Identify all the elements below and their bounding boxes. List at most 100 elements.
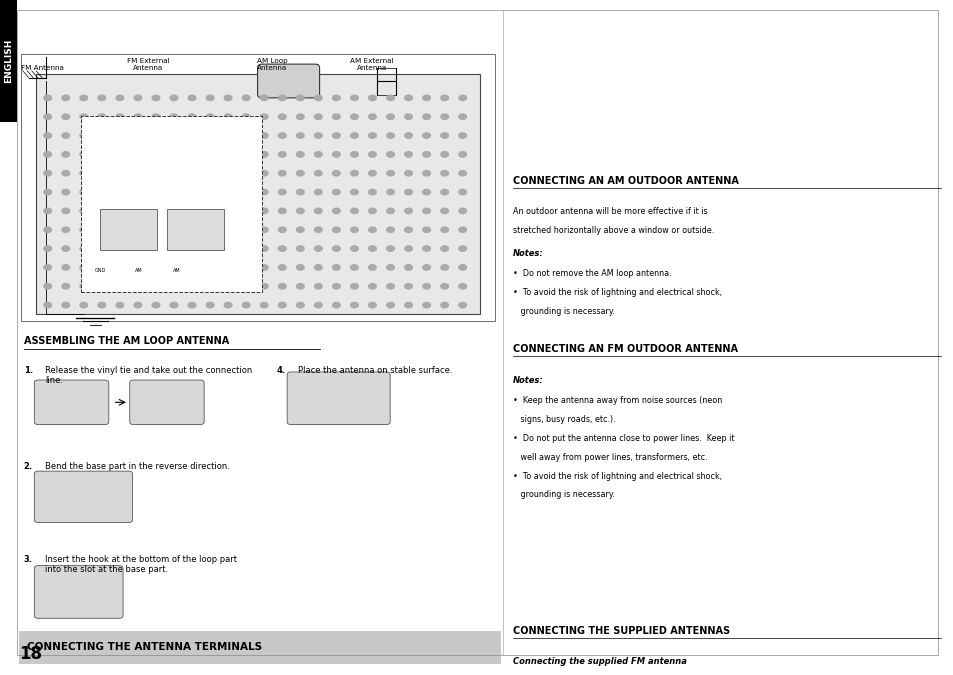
Circle shape <box>314 227 322 232</box>
Text: •  Keep the antenna away from noise sources (neon: • Keep the antenna away from noise sourc… <box>513 396 721 405</box>
Circle shape <box>404 208 412 213</box>
Circle shape <box>80 265 88 270</box>
Circle shape <box>98 95 106 101</box>
Circle shape <box>170 190 177 195</box>
Text: AM External
Antenna: AM External Antenna <box>350 58 394 71</box>
Text: FM Antenna: FM Antenna <box>22 65 64 71</box>
Circle shape <box>206 190 213 195</box>
Circle shape <box>314 152 322 157</box>
Circle shape <box>116 133 124 138</box>
Circle shape <box>44 284 51 289</box>
Circle shape <box>44 114 51 119</box>
Circle shape <box>260 133 268 138</box>
Circle shape <box>368 265 375 270</box>
Bar <box>19 631 500 664</box>
Circle shape <box>386 114 394 119</box>
Circle shape <box>386 246 394 251</box>
Circle shape <box>116 95 124 101</box>
Text: •  Do not put the antenna close to power lines.  Keep it: • Do not put the antenna close to power … <box>513 434 734 443</box>
Circle shape <box>152 284 159 289</box>
Circle shape <box>351 171 358 176</box>
Circle shape <box>80 171 88 176</box>
Circle shape <box>206 302 213 308</box>
Circle shape <box>44 190 51 195</box>
Circle shape <box>62 284 70 289</box>
Circle shape <box>242 190 250 195</box>
Circle shape <box>116 284 124 289</box>
Circle shape <box>440 265 448 270</box>
Bar <box>81 116 262 292</box>
Circle shape <box>170 133 177 138</box>
Circle shape <box>134 265 142 270</box>
Circle shape <box>386 152 394 157</box>
Circle shape <box>134 302 142 308</box>
Circle shape <box>188 95 195 101</box>
Bar <box>167 209 224 250</box>
Circle shape <box>188 190 195 195</box>
Circle shape <box>134 227 142 232</box>
Circle shape <box>152 208 159 213</box>
Circle shape <box>62 95 70 101</box>
Text: well away from power lines, transformers, etc.: well away from power lines, transformers… <box>513 453 707 462</box>
Circle shape <box>206 284 213 289</box>
Text: signs, busy roads, etc.).: signs, busy roads, etc.). <box>513 415 616 424</box>
Circle shape <box>333 133 340 138</box>
Circle shape <box>440 208 448 213</box>
Circle shape <box>206 171 213 176</box>
Circle shape <box>80 302 88 308</box>
Circle shape <box>458 227 466 232</box>
Circle shape <box>404 133 412 138</box>
Circle shape <box>440 152 448 157</box>
Circle shape <box>98 133 106 138</box>
Circle shape <box>116 246 124 251</box>
Circle shape <box>224 208 232 213</box>
Circle shape <box>368 152 375 157</box>
FancyBboxPatch shape <box>287 372 390 425</box>
Circle shape <box>422 190 430 195</box>
Text: Insert the hook at the bottom of the loop part
into the slot at the base part.: Insert the hook at the bottom of the loo… <box>45 555 236 574</box>
Circle shape <box>368 227 375 232</box>
Circle shape <box>224 302 232 308</box>
Text: 3.: 3. <box>24 555 32 564</box>
Circle shape <box>116 208 124 213</box>
Circle shape <box>116 152 124 157</box>
Circle shape <box>422 302 430 308</box>
Circle shape <box>333 190 340 195</box>
Circle shape <box>278 133 286 138</box>
Circle shape <box>386 95 394 101</box>
Circle shape <box>278 284 286 289</box>
Circle shape <box>314 171 322 176</box>
Text: •  Do not remove the AM loop antenna.: • Do not remove the AM loop antenna. <box>513 269 671 278</box>
Text: AM Loop
Antenna: AM Loop Antenna <box>256 58 287 71</box>
Circle shape <box>440 227 448 232</box>
Circle shape <box>260 246 268 251</box>
Circle shape <box>134 190 142 195</box>
Circle shape <box>188 152 195 157</box>
Circle shape <box>242 171 250 176</box>
Circle shape <box>458 133 466 138</box>
Circle shape <box>80 114 88 119</box>
Circle shape <box>188 302 195 308</box>
Circle shape <box>62 302 70 308</box>
Circle shape <box>368 246 375 251</box>
Circle shape <box>440 190 448 195</box>
Circle shape <box>386 208 394 213</box>
FancyBboxPatch shape <box>130 380 204 425</box>
Circle shape <box>458 208 466 213</box>
Circle shape <box>404 114 412 119</box>
Text: CONNECTING THE ANTENNA TERMINALS: CONNECTING THE ANTENNA TERMINALS <box>27 643 261 652</box>
Text: 18: 18 <box>19 645 42 663</box>
Circle shape <box>351 246 358 251</box>
Circle shape <box>260 302 268 308</box>
Circle shape <box>188 227 195 232</box>
Text: CONNECTING THE SUPPLIED ANTENNAS: CONNECTING THE SUPPLIED ANTENNAS <box>513 626 730 636</box>
Circle shape <box>296 208 304 213</box>
Bar <box>100 209 157 250</box>
Circle shape <box>440 302 448 308</box>
Circle shape <box>260 171 268 176</box>
Text: 4.: 4. <box>276 366 286 375</box>
Circle shape <box>224 133 232 138</box>
Circle shape <box>260 152 268 157</box>
Circle shape <box>278 246 286 251</box>
Circle shape <box>242 152 250 157</box>
